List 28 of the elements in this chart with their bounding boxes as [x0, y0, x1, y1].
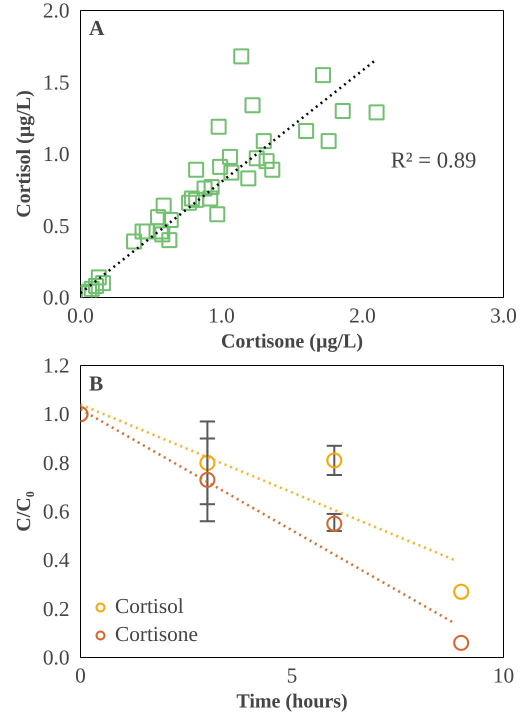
- y-tick-label: 0.8: [42, 450, 70, 475]
- x-tick-label: 0.0: [67, 304, 94, 328]
- x-tick-label: 1.0: [208, 304, 235, 328]
- y-tick-label: 1.5: [42, 70, 70, 94]
- y-axis-title: Cortisol (µg/L): [12, 90, 35, 218]
- y-axis-title: C/C₀: [12, 491, 35, 532]
- y-tick-label: 2.0: [42, 0, 70, 22]
- y-tick-label: 0.0: [42, 286, 70, 310]
- legend-label: Cortisol: [115, 594, 184, 619]
- annotation: R² = 0.89: [390, 148, 476, 173]
- x-axis-title: Cortisone (µg/L): [220, 330, 364, 352]
- x-tick-label: 2.0: [349, 304, 376, 328]
- y-tick-label: 0.4: [42, 548, 70, 572]
- legend-label: Cortisone: [115, 622, 198, 647]
- x-tick-label: 0: [75, 664, 86, 688]
- x-tick-label: 3.0: [490, 304, 517, 328]
- y-tick-label: 0.6: [42, 500, 70, 524]
- y-tick-label: 0.2: [42, 596, 70, 621]
- x-tick-label: 5: [286, 664, 298, 688]
- annotation: A: [88, 16, 105, 40]
- y-tick-label: 1.2: [42, 354, 70, 378]
- x-axis-title: Time (hours): [236, 690, 348, 712]
- y-tick-label: 0.5: [42, 214, 70, 238]
- annotation: B: [88, 371, 104, 396]
- y-tick-label: 1.0: [42, 142, 70, 166]
- y-tick-label: 1.0: [42, 402, 70, 426]
- y-tick-label: 0.0: [42, 646, 70, 670]
- x-tick-label: 10: [492, 664, 514, 688]
